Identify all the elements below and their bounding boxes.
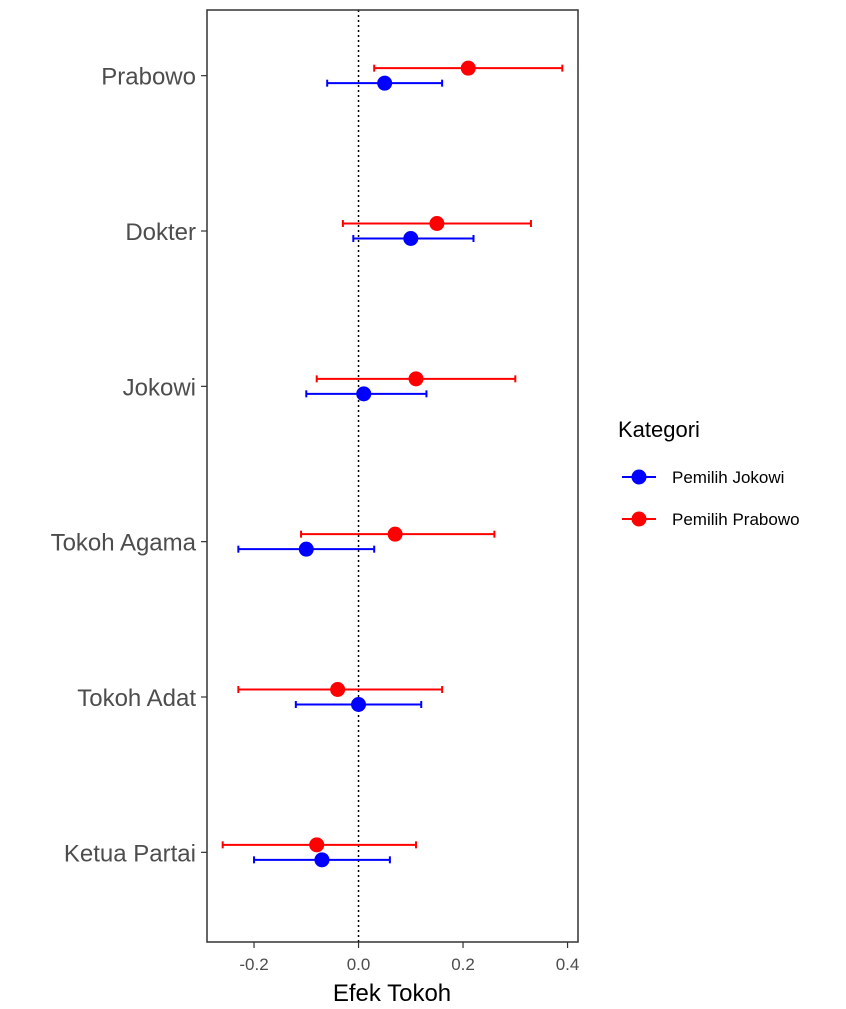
point-pemilih-prabowo-prabowo [460,60,476,76]
legend: Kategori Pemilih Jokowi Pemilih Prabowo [618,417,800,529]
x-axis: -0.2 0.0 0.2 0.4 [239,942,579,974]
point-pemilih-jokowi-tokoh-adat [351,697,367,712]
x-tick-label: 0.4 [556,955,580,974]
point-pemilih-jokowi-ketua-partai [314,852,330,868]
point-pemilih-prabowo-ketua-partai [309,837,325,853]
point-pemilih-prabowo-tokoh-agama [387,526,403,542]
y-axis: Prabowo Dokter Jokowi Tokoh Agama Tokoh Adat… [51,64,207,867]
y-tick-label: Tokoh Agama [51,530,197,557]
y-tick-label: Ketua Partai [64,840,196,867]
point-pemilih-prabowo-tokoh-adat [330,682,346,697]
y-tick-label: Jokowi [123,374,196,401]
point-pemilih-jokowi-dokter [403,231,419,246]
panel-background [207,10,578,942]
point-pemilih-jokowi-tokoh-agama [298,541,314,557]
legend-title: Kategori [618,417,700,442]
x-tick-label: 0.0 [347,955,371,974]
y-tick-label: Prabowo [101,64,196,91]
point-pemilih-jokowi-jokowi [356,386,372,402]
chart-marks [221,10,564,942]
legend-label: Pemilih Prabowo [672,510,800,529]
x-tick-label: 0.2 [451,955,475,974]
point-pemilih-prabowo-dokter [429,216,445,231]
x-tick-label: -0.2 [239,955,268,974]
legend-key-point [631,469,647,485]
point-pemilih-prabowo-jokowi [408,371,424,387]
y-tick-label: Tokoh Adat [77,685,196,712]
y-tick-label: Dokter [125,219,196,246]
legend-key-point [631,511,647,527]
x-axis-title: Efek Tokoh [333,980,451,1007]
panel-border [206,9,579,943]
legend-label: Pemilih Jokowi [672,468,784,487]
point-pemilih-jokowi-prabowo [377,75,393,91]
